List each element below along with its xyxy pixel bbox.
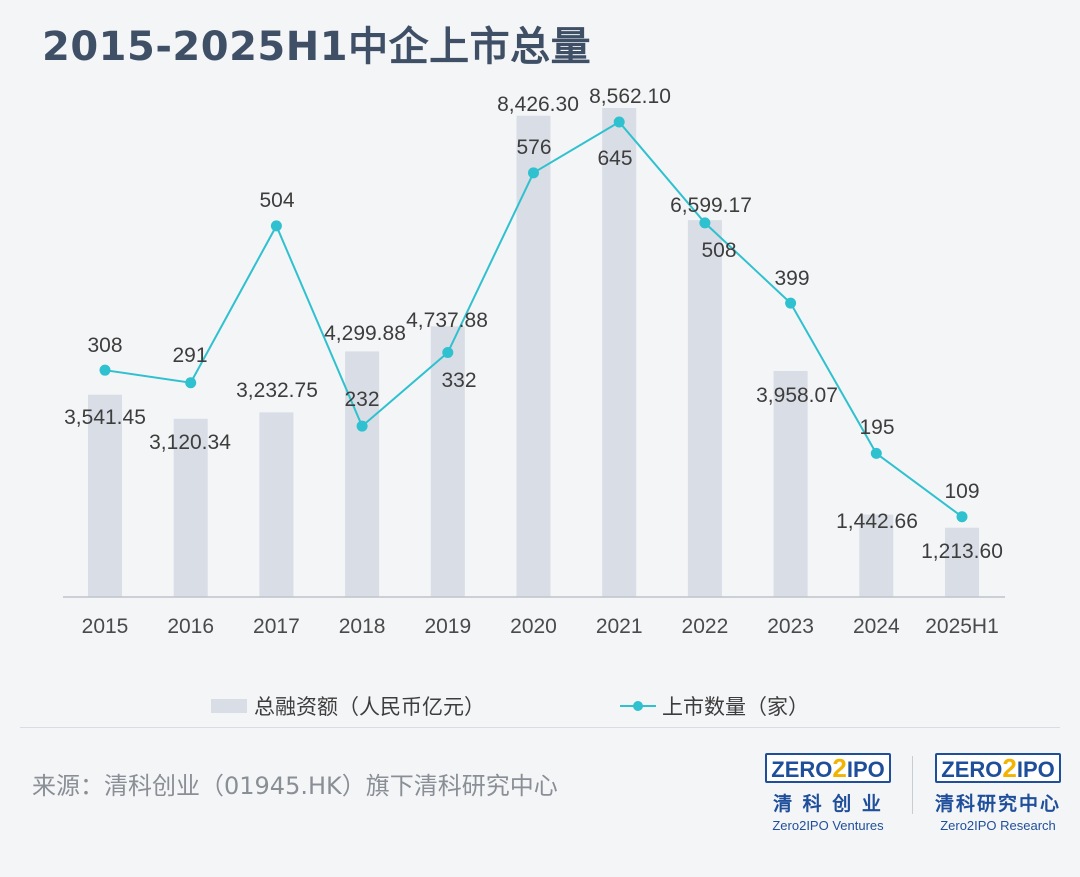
line-point [785,297,797,309]
line-data-label: 195 [859,416,894,439]
x-tick-label: 2017 [253,615,300,638]
line-data-label: 109 [944,480,979,503]
bar [859,514,894,597]
line-point [99,364,111,376]
bar [687,220,722,597]
bar [345,351,380,597]
legend-bar-label: 总融资额（人民币亿元） [254,695,485,719]
x-tick-label: 2021 [596,615,643,638]
x-tick-label: 2023 [767,615,814,638]
logo-en-text: Zero2IPO Ventures [772,818,884,833]
source-note: 来源：清科创业（01945.HK）旗下清科研究中心 [32,772,558,800]
footer-divider [20,727,1060,728]
line-point [185,377,197,389]
bar [516,115,551,597]
line-point [442,347,454,359]
chart: 2015 2016 2017 2018 2019 2020 2021 2022 2023 2024… [63,85,1005,719]
bar-data-label: 3,232.75 [236,379,318,402]
bar [173,418,208,597]
x-tick-label: 2024 [853,615,900,638]
bar-data-label: 8,562.10 [589,85,671,108]
bar-data-label: 1,442.66 [836,510,918,533]
line-point [356,420,368,432]
bar-data-label: 6,599.17 [670,194,752,217]
chart-title: 2015-2025H1中企上市总量 [42,24,592,70]
x-tick-label: 2015 [82,615,129,638]
bar-data-label: 8,426.30 [497,93,579,116]
logo-separator [912,756,913,814]
x-tick-label: 2019 [424,615,471,638]
line-data-label: 308 [87,334,122,357]
line-point [956,511,968,523]
bar-data-label: 3,541.45 [64,406,146,429]
bar-data-label: 4,737.88 [406,309,488,332]
line-data-label: 332 [441,369,476,392]
legend-line-label: 上市数量（家） [662,695,809,719]
zero2ipo-ventures-logo: ZERO2IPO 清 科 创 业 Zero2IPO Ventures [758,753,898,833]
logo-cn-text: 清科研究中心 [934,793,1061,815]
bar-data-label: 3,958.07 [756,384,838,407]
logo-en-text: Zero2IPO Research [940,818,1056,833]
bar [88,394,122,597]
zero2ipo-research-logo: ZERO2IPO 清科研究中心 Zero2IPO Research [928,753,1068,833]
logo-wordmark: ZERO2IPO [935,753,1061,783]
line-data-label: 508 [701,239,736,262]
line-point [613,116,625,128]
bar-data-label: 4,299.88 [324,322,406,345]
x-tick-label: 2022 [682,615,729,638]
line-data-label: 576 [516,136,551,159]
bar [602,108,637,597]
x-tick-label: 2018 [339,615,386,638]
bar-data-label: 3,120.34 [149,431,231,454]
logo-wordmark: ZERO2IPO [765,753,891,783]
line-point [528,167,539,179]
line-data-label: 645 [597,147,632,170]
x-tick-label: 2020 [510,615,557,638]
line-data-label: 504 [259,189,294,212]
bar-data-label: 1,213.60 [921,540,1003,563]
bar [773,370,808,597]
bar [259,412,294,597]
bar [430,326,465,597]
legend-bar-swatch [211,699,247,713]
line-point [870,447,882,459]
line-point [270,220,282,232]
logo-cn-text: 清 科 创 业 [773,793,883,815]
x-tick-label: 2025H1 [925,615,999,638]
line-data-label: 232 [344,388,379,411]
line-data-label: 291 [172,344,207,367]
x-tick-label: 2016 [167,615,214,638]
line-data-label: 399 [774,267,809,290]
line-point [699,217,711,229]
bar [945,527,979,597]
legend-line-marker [633,701,643,711]
